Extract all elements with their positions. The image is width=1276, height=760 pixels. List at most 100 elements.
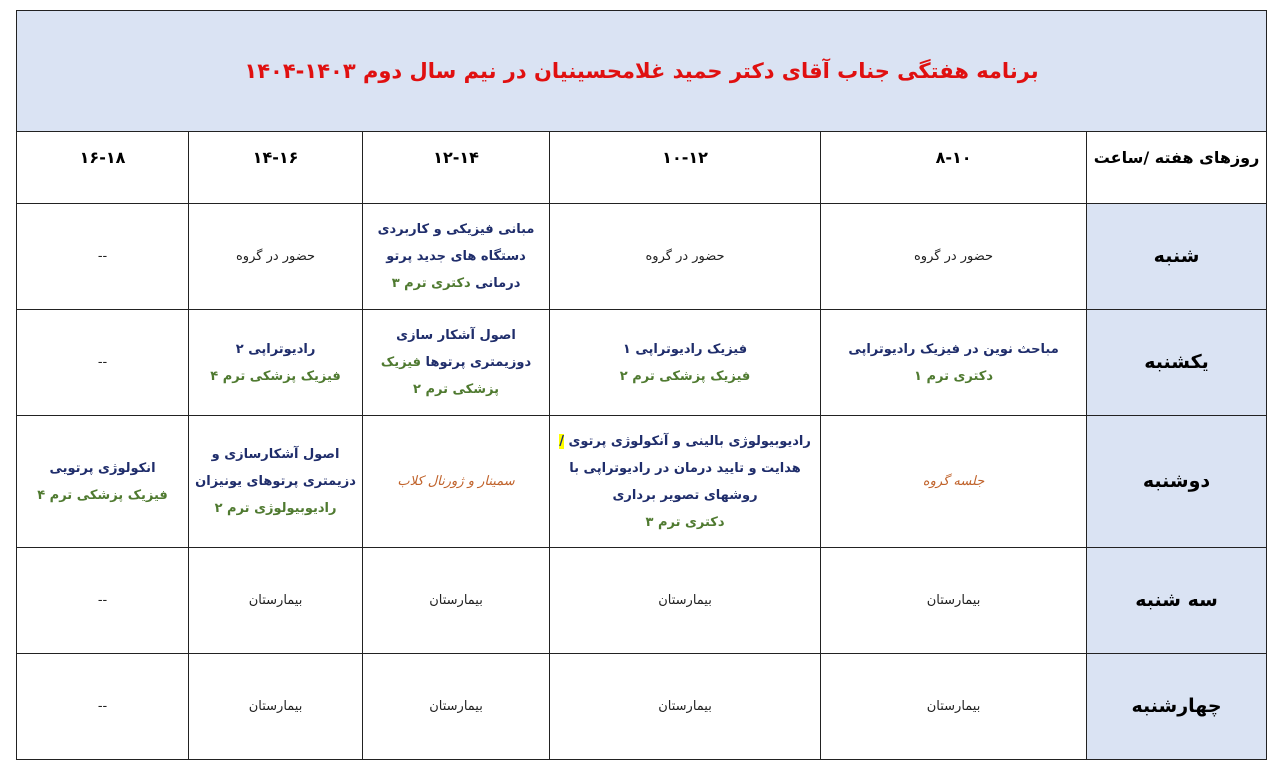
cell-text: سمینار و ژورنال کلاب <box>397 474 515 489</box>
cell-line: پزشکی ترم ۲ <box>367 376 545 403</box>
schedule-cell: مبانی فیزیکی و کاربردی دستگاه های جدید پر… <box>362 203 551 310</box>
header-time-slot: ۸-۱۰ <box>820 131 1088 204</box>
cell-text: رادیوتراپی ۲ <box>235 341 316 357</box>
header-time-slot: ۱۰-۱۲ <box>549 131 822 204</box>
schedule-cell: حضور در گروه <box>820 203 1088 310</box>
schedule-cell: بیمارستان <box>820 547 1088 654</box>
cell-text: درمانی <box>470 276 521 291</box>
header-row: روزهای هفته /ساعت ۸-۱۰ ۱۰-۱۲ ۱۲-۱۴ ۱۴-۱۶ ۱۶-۱… <box>15 131 1268 204</box>
cell-line: رادیوبیولوژی بالینی و آنکولوژی پرتوی / <box>554 428 816 455</box>
cell-line: بیمارستان <box>367 693 545 720</box>
cell-line: -- <box>21 243 184 270</box>
schedule-cell: اصول آشکارسازی و دزیمتری پرتوهای یونیزان ر… <box>188 415 364 548</box>
schedule-cell: بیمارستان <box>549 653 822 760</box>
cell-text: -- <box>97 699 108 714</box>
cell-text: حضور در گروه <box>235 249 316 264</box>
cell-text: رادیوبیولوژی ترم ۲ <box>214 501 337 516</box>
cell-line: حضور در گروه <box>825 243 1082 270</box>
cell-text: مبانی فیزیکی و کاربردی <box>377 222 535 237</box>
cell-text: مباحث نوین در فیزیک رادیوتراپی <box>848 341 1059 357</box>
cell-text: دستگاه های جدید پرتو <box>386 249 526 264</box>
cell-line: حضور در گروه <box>554 243 816 270</box>
header-time-slot: ۱۲-۱۴ <box>362 131 551 204</box>
cell-line: -- <box>21 587 184 614</box>
cell-line: -- <box>21 693 184 720</box>
day-row: شنبه حضور در گروه حضور در گروه مبانی فیزیکی… <box>15 203 1268 310</box>
cell-line: بیمارستان <box>554 693 816 720</box>
day-label: یکشنبه <box>1086 309 1268 416</box>
schedule-cell: فیزیک رادیوتراپی ۱ فیزیک پزشکی ترم ۲ <box>549 309 822 416</box>
cell-text: بیمارستان <box>429 593 483 608</box>
schedule-cell: رادیوتراپی ۲ فیزیک پزشکی ترم ۴ <box>188 309 364 416</box>
day-label: سه شنبه <box>1086 547 1268 654</box>
cell-text: حضور در گروه <box>913 249 994 264</box>
cell-text: اصول آشکارسازی و <box>211 447 340 462</box>
schedule-cell: بیمارستان <box>549 547 822 654</box>
cell-text: بیمارستان <box>248 593 303 608</box>
cell-line: بیمارستان <box>193 693 358 720</box>
cell-line: انکولوژی پرتویی <box>21 455 184 482</box>
cell-text: حضور در گروه <box>645 249 725 264</box>
cell-line: فیزیک پزشکی ترم ۴ <box>21 482 184 509</box>
cell-line: مباحث نوین در فیزیک رادیوتراپی <box>825 336 1082 363</box>
day-row: یکشنبه مباحث نوین در فیزیک رادیوتراپی دکتر… <box>15 309 1268 416</box>
schedule-cell: حضور در گروه <box>549 203 822 310</box>
weekly-schedule-table: برنامه هفتگی جناب آقای دکتر حمید غلامحسی… <box>15 10 1268 760</box>
cell-text: دکتری ترم ۳ <box>645 514 725 530</box>
cell-line: بیمارستان <box>825 693 1082 720</box>
schedule-title: برنامه هفتگی جناب آقای دکتر حمید غلامحسی… <box>15 10 1268 132</box>
header-time-slot: ۱۴-۱۶ <box>188 131 364 204</box>
schedule-cell: حضور در گروه <box>188 203 364 310</box>
cell-line: دستگاه های جدید پرتو <box>367 243 545 270</box>
cell-line: مبانی فیزیکی و کاربردی <box>367 216 545 243</box>
schedule-cell: بیمارستان <box>820 653 1088 760</box>
schedule-cell: بیمارستان <box>188 653 364 760</box>
cell-line: دزیمتری پرتوهای یونیزان <box>193 468 358 495</box>
cell-text: / <box>559 433 564 449</box>
cell-line: حضور در گروه <box>193 243 358 270</box>
cell-text: بیمارستان <box>248 699 303 714</box>
cell-line: بیمارستان <box>825 587 1082 614</box>
header-time-slot: ۱۶-۱۸ <box>15 131 190 204</box>
cell-text: پزشکی ترم ۲ <box>413 382 499 397</box>
cell-text: بیمارستان <box>926 699 981 714</box>
cell-line: بیمارستان <box>554 587 816 614</box>
cell-text: جلسه گروه <box>922 474 985 489</box>
schedule-cell: انکولوژی پرتویی فیزیک پزشکی ترم ۴ <box>15 415 190 548</box>
cell-text: بیمارستان <box>429 699 483 714</box>
cell-line: دکتری ترم ۱ <box>825 363 1082 390</box>
cell-line: روشهای تصویر برداری <box>554 482 816 509</box>
cell-text: اصول آشکار سازی <box>396 328 516 343</box>
header-day-time: روزهای هفته /ساعت <box>1086 131 1268 204</box>
day-label: شنبه <box>1086 203 1268 310</box>
cell-text: انکولوژی پرتویی <box>49 460 156 476</box>
cell-line: اصول آشکار سازی <box>367 322 545 349</box>
cell-text: فیزیک رادیوتراپی ۱ <box>622 341 748 357</box>
cell-line: بیمارستان <box>193 587 358 614</box>
schedule-cell: -- <box>15 203 190 310</box>
cell-line: فیزیک پزشکی ترم ۴ <box>193 363 358 390</box>
cell-text: بیمارستان <box>658 699 712 714</box>
day-label: چهارشنبه <box>1086 653 1268 760</box>
schedule-cell: -- <box>15 653 190 760</box>
cell-text: فیزیک پزشکی ترم ۲ <box>619 368 751 384</box>
cell-line: اصول آشکارسازی و <box>193 441 358 468</box>
day-row: چهارشنبه بیمارستان بیمارستان بیمارستان بیمار… <box>15 653 1268 760</box>
cell-text: -- <box>97 355 108 370</box>
cell-text: دزیمتری پرتوهای یونیزان <box>195 474 356 489</box>
cell-text: هدایت و تایید درمان در رادیوتراپی با <box>569 460 801 476</box>
cell-line: هدایت و تایید درمان در رادیوتراپی با <box>554 455 816 482</box>
day-label: دوشنبه <box>1086 415 1268 548</box>
cell-text: فیزیک <box>380 355 422 370</box>
cell-line: رادیوتراپی ۲ <box>193 336 358 363</box>
day-row: دوشنبه جلسه گروه رادیوبیولوژی بالینی و آنک… <box>15 415 1268 548</box>
cell-line: بیمارستان <box>367 587 545 614</box>
schedule-cell: جلسه گروه <box>820 415 1088 548</box>
cell-line: رادیوبیولوژی ترم ۲ <box>193 495 358 522</box>
schedule-cell: رادیوبیولوژی بالینی و آنکولوژی پرتوی / هد… <box>549 415 822 548</box>
cell-text: بیمارستان <box>658 593 712 608</box>
schedule-cell: -- <box>15 309 190 416</box>
schedule-cell: اصول آشکار سازی دوزیمتری پرتوها فیزیک پزشک… <box>362 309 551 416</box>
cell-line: دکتری ترم ۳ <box>554 509 816 536</box>
cell-line: جلسه گروه <box>825 468 1082 495</box>
